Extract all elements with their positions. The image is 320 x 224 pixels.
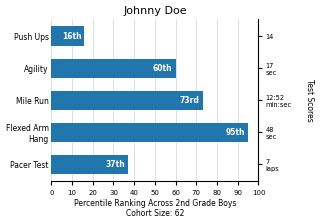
- Text: 73rd: 73rd: [180, 96, 199, 105]
- Title: Johnny Doe: Johnny Doe: [123, 6, 187, 15]
- X-axis label: Percentile Ranking Across 2nd Grade Boys
Cohort Size: 62: Percentile Ranking Across 2nd Grade Boys…: [74, 199, 236, 218]
- Bar: [51, 123, 248, 142]
- Text: 60th: 60th: [153, 64, 172, 73]
- Text: 16th: 16th: [62, 32, 81, 41]
- Text: 95th: 95th: [226, 128, 245, 137]
- Bar: [51, 58, 176, 78]
- Y-axis label: Test Scores: Test Scores: [306, 79, 315, 122]
- Text: 37th: 37th: [105, 160, 125, 169]
- Bar: [51, 26, 84, 46]
- Bar: [51, 90, 203, 110]
- Bar: [51, 155, 128, 174]
